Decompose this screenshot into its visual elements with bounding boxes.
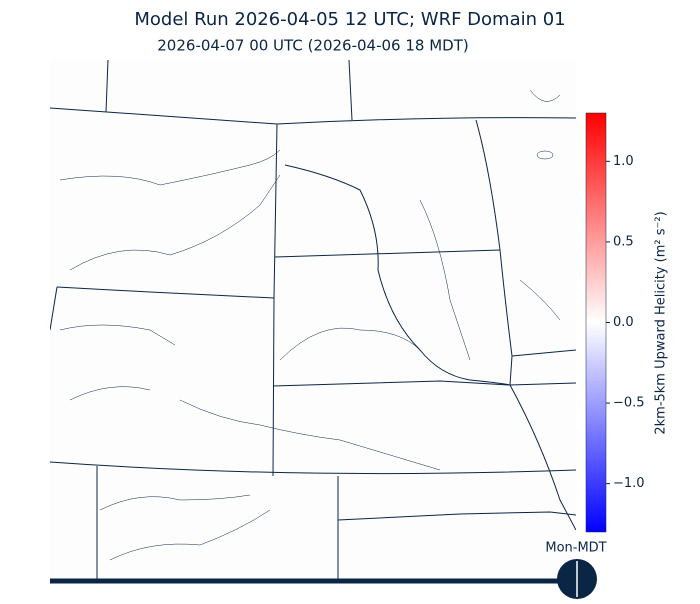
border bbox=[50, 107, 576, 125]
colorbar-ticks: 1.0 0.5 0.0 −0.5 −1.0 bbox=[606, 154, 645, 491]
border bbox=[509, 382, 576, 386]
colorbar-label: 2km-5km Upward Helicity (m² s⁻²) bbox=[654, 211, 669, 434]
colorbar-tick-label: −1.0 bbox=[613, 476, 645, 491]
border bbox=[50, 286, 58, 331]
river bbox=[59, 149, 281, 186]
river bbox=[99, 494, 251, 511]
border bbox=[272, 380, 511, 387]
river bbox=[59, 324, 176, 346]
border bbox=[56, 286, 275, 299]
border bbox=[272, 297, 275, 477]
map-background bbox=[50, 60, 576, 582]
river bbox=[69, 386, 151, 401]
colorbar-tick-label: 0.0 bbox=[613, 315, 634, 330]
border bbox=[274, 249, 501, 258]
border bbox=[105, 60, 109, 113]
title: Model Run 2026-04-05 12 UTC; WRF Domain … bbox=[134, 9, 565, 30]
colorbar-tick-label: 0.5 bbox=[613, 234, 634, 249]
border bbox=[50, 461, 576, 475]
colorbar-tick-label: 1.0 bbox=[613, 154, 634, 169]
river bbox=[529, 89, 561, 102]
subtitle: 2026-04-07 00 UTC (2026-04-06 18 MDT) bbox=[157, 37, 468, 55]
river bbox=[109, 509, 271, 561]
map bbox=[50, 60, 576, 582]
border bbox=[475, 119, 576, 531]
colorbar-tick-label: −0.5 bbox=[613, 396, 645, 411]
border bbox=[348, 60, 353, 121]
river bbox=[279, 327, 421, 361]
border bbox=[511, 349, 576, 357]
river bbox=[179, 399, 441, 471]
lake bbox=[536, 150, 554, 160]
river bbox=[284, 164, 511, 386]
timeline-label: Mon-MDT bbox=[545, 541, 606, 556]
river bbox=[519, 279, 561, 321]
river bbox=[69, 174, 281, 271]
border bbox=[337, 511, 576, 521]
river bbox=[419, 199, 471, 361]
colorbar bbox=[585, 112, 607, 533]
